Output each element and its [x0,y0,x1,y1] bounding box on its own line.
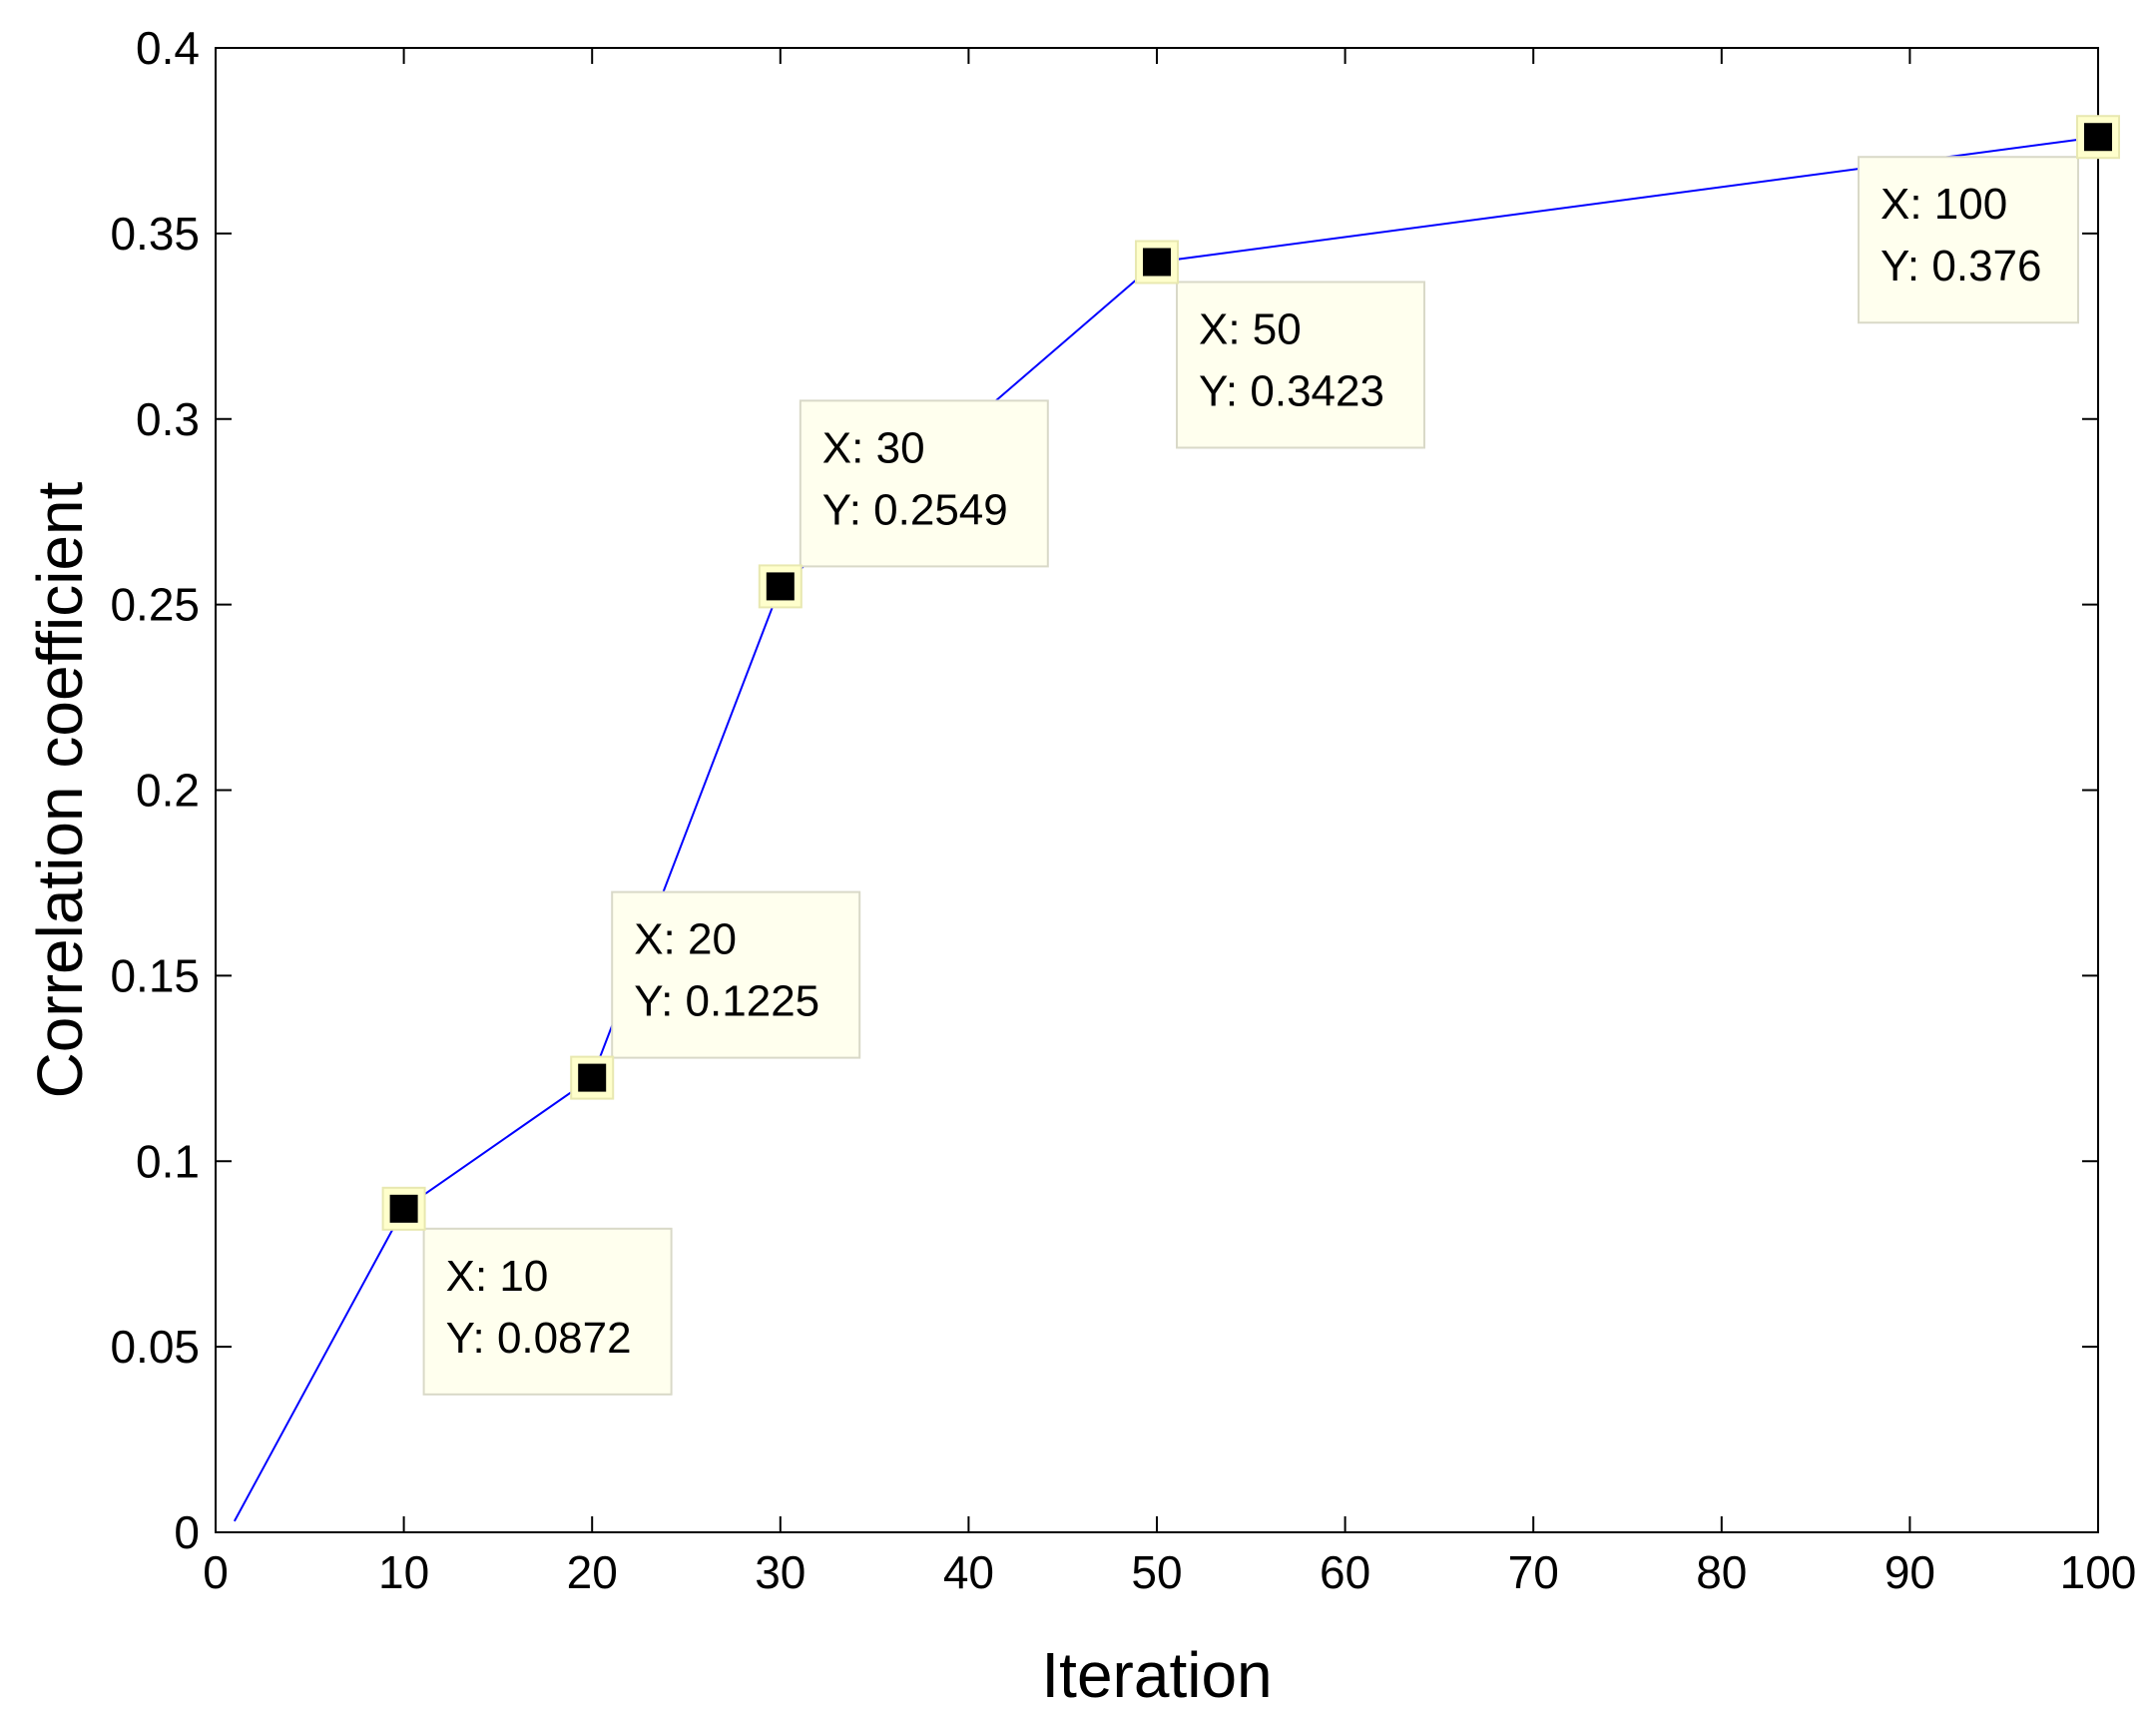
y-tick-label: 0.2 [136,765,200,817]
y-tick-label: 0.35 [110,208,200,260]
datatip-marker [2084,123,2112,152]
datatip-box [1176,281,1425,449]
x-tick-label: 60 [1320,1546,1370,1598]
datatip-x-text: X: 20 [634,915,737,964]
y-tick-label: 0.4 [136,22,200,74]
y-tick-label: 0.15 [110,949,200,1001]
datatip-marker [1143,248,1171,277]
datatip-box [611,890,861,1059]
datatip-box [1858,156,2079,324]
datatip-y-text: Y: 0.0872 [446,1314,632,1363]
x-tick-label: 90 [1885,1546,1935,1598]
y-tick-label: 0.3 [136,393,200,445]
datatip-box [799,399,1049,568]
datatips-layer: X: 10 Y: 0.0872 X: 20 Y: 0.1225 X: 30 Y: 0.25… [381,115,2120,1396]
series-line-correlation [233,136,2099,1522]
series-layer [233,136,2099,1522]
datatip-marker [389,1194,418,1223]
x-axis-title: Iteration [1041,1639,1272,1710]
axes: 0 10 20 30 40 50 60 70 80 90 100 0 0.05 0.1 0.15 0.2 0.2… [110,22,2136,1598]
y-tick-label: 0 [174,1506,200,1558]
y-tick-label: 0.1 [136,1135,200,1187]
datatip-box [422,1227,673,1396]
datatip-y-text: Y: 0.1225 [634,977,819,1026]
datatip-x-text: X: 50 [1199,304,1302,353]
x-tick-label: 100 [2060,1546,2137,1598]
y-tick-label: 0.05 [110,1321,200,1373]
datatip-marker [766,572,795,601]
x-tick-label: 50 [1131,1546,1182,1598]
datatip-y-text: Y: 0.3423 [1199,366,1384,415]
datatip-y-text: Y: 0.2549 [822,485,1008,534]
x-tick-label: 80 [1696,1546,1747,1598]
datatip-x-text: X: 10 [446,1252,549,1301]
datatip-x-text: X: 100 [1881,180,2007,229]
x-tick-label: 40 [943,1546,994,1598]
y-tick-label: 0.25 [110,579,200,631]
x-tick-label: 0 [203,1546,229,1598]
datatip-x-text: X: 30 [822,423,925,472]
x-tick-label: 70 [1508,1546,1559,1598]
datatip-y-text: Y: 0.376 [1881,242,2041,290]
x-tick-label: 30 [755,1546,806,1598]
y-axis-title: Correlation coefficient [24,481,96,1098]
datatip-marker [578,1063,607,1092]
x-tick-label: 20 [567,1546,618,1598]
x-tick-label: 10 [378,1546,429,1598]
